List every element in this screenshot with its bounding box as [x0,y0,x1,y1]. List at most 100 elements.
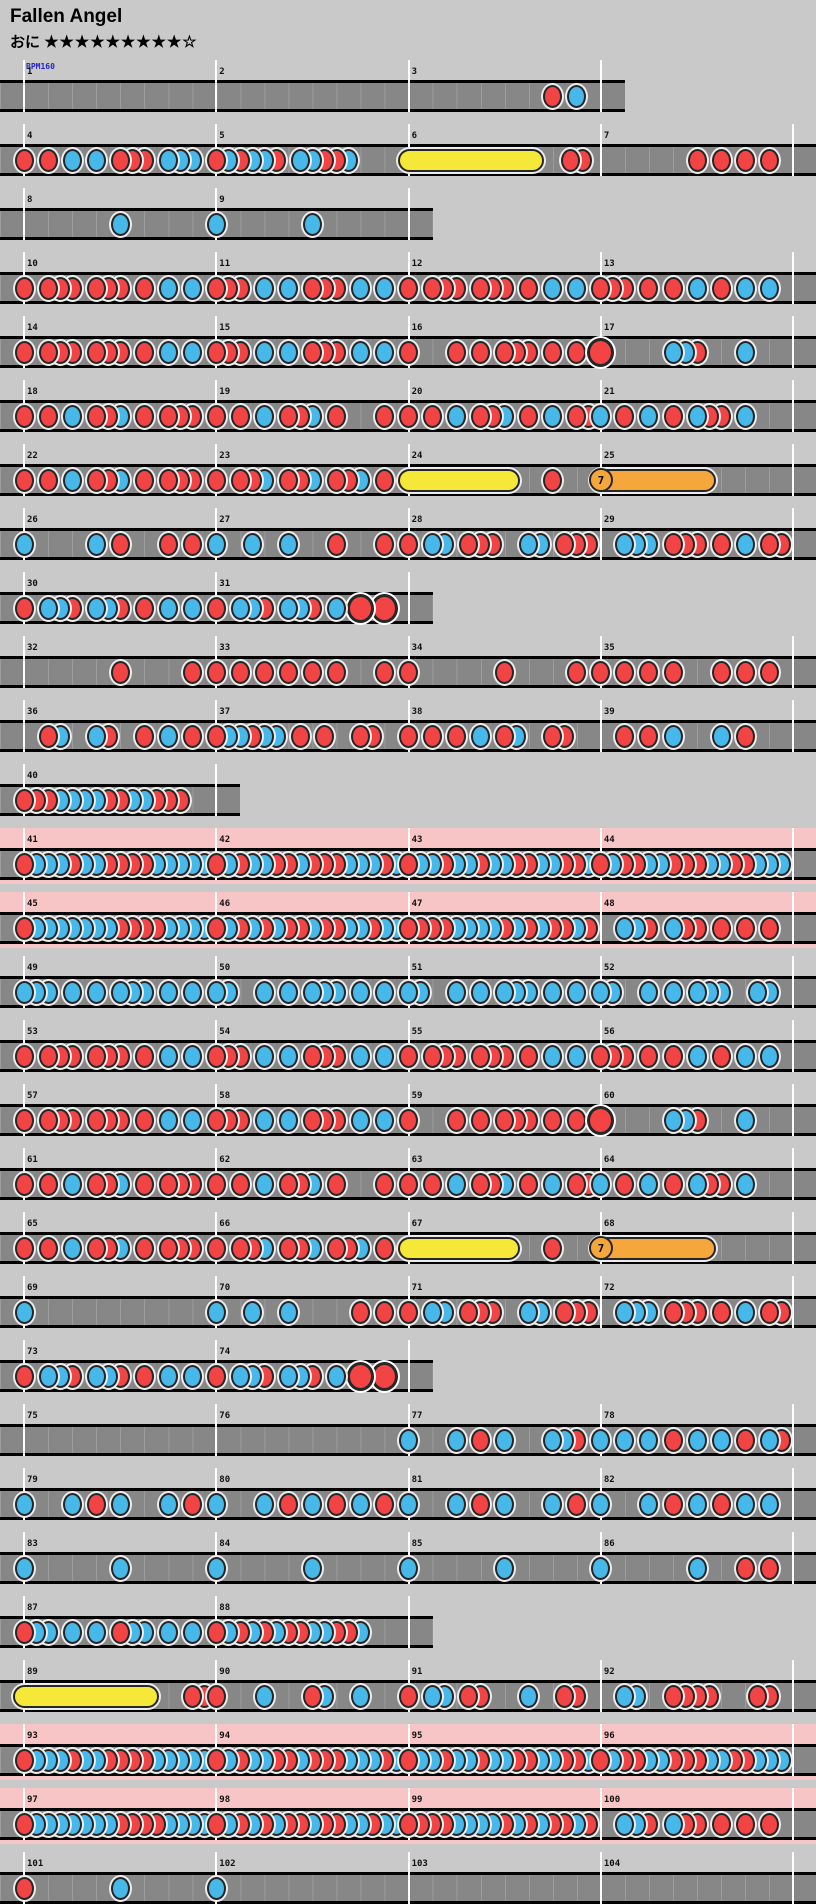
measure-number: 44 [603,835,615,845]
measure-number: 50 [219,963,231,973]
measure-number: 86 [603,1539,615,1549]
don-note [278,660,298,684]
measure-number: 49 [27,963,38,973]
don-note [495,340,515,364]
ka-note [62,404,82,428]
ka-note [519,1300,539,1324]
drumroll-note [13,1684,160,1708]
ka-note [663,724,683,748]
ka-note [351,1108,371,1132]
don-note [230,660,250,684]
don-note [182,1684,202,1708]
don-note [567,340,587,364]
don-note [423,404,443,428]
don-note [182,724,202,748]
drumroll-note [397,148,544,172]
ka-note [182,276,202,300]
don-note [567,1108,587,1132]
don-note [302,340,322,364]
ka-note [591,1428,611,1452]
don-note [735,1428,755,1452]
big-don-note [347,593,375,623]
measure-number: 101 [27,1859,44,1869]
don-note [278,1236,298,1260]
don-note [759,1300,779,1324]
bpm-label: BPM160 [26,62,55,71]
don-note [639,660,659,684]
measure-number: 29 [603,515,615,525]
don-note [206,1684,226,1708]
measure-number: 28 [411,515,423,525]
ka-note [615,916,635,940]
ka-note [615,1428,635,1452]
don-note [182,1492,202,1516]
measure-line [792,1020,795,1072]
measure-number: 100 [603,1795,621,1805]
ka-note [182,1620,202,1644]
don-note [14,852,34,876]
don-note [591,1044,611,1068]
ka-note [543,1428,563,1452]
measure-line [792,700,795,752]
don-note [735,916,755,940]
measure-number: 41 [27,835,38,845]
ka-note [687,1428,707,1452]
ka-note [206,1556,226,1580]
ka-note [399,1556,419,1580]
don-note [543,340,563,364]
don-note [326,1492,346,1516]
ka-note [86,1620,106,1644]
drumroll-note [397,468,520,492]
measure-number: 90 [219,1667,231,1677]
don-note [471,1428,491,1452]
ka-note [182,596,202,620]
don-note [399,1812,419,1836]
ka-note [14,1556,34,1580]
measure-number: 10 [27,259,38,269]
ka-note [158,1364,178,1388]
don-note [447,1108,467,1132]
don-note [134,724,154,748]
measure-number: 30 [27,579,38,589]
measure-line [792,380,795,432]
measure-line [599,124,602,176]
don-note [158,532,178,556]
don-note [86,1492,106,1516]
don-note [561,148,581,172]
ka-note [495,1556,515,1580]
ka-note [62,1172,82,1196]
don-note [711,1044,731,1068]
don-note [399,724,419,748]
don-note [519,1172,539,1196]
balloon-count: 7 [588,1236,613,1260]
ka-note [567,1044,587,1068]
big-don-note [587,1105,615,1135]
ka-note [447,404,467,428]
measure-number: 42 [219,835,231,845]
ka-note [182,1364,202,1388]
measure-number: 92 [603,1667,615,1677]
ka-note [351,1492,371,1516]
measure-line [215,1404,218,1456]
ka-note [254,340,274,364]
measure-number: 52 [603,963,615,973]
don-note [459,532,479,556]
ka-note [687,980,707,1004]
ka-note [591,404,611,428]
ka-note [519,1684,539,1708]
don-note [399,1748,419,1772]
measure-line [407,188,410,240]
ka-note [182,1108,202,1132]
ka-note [206,980,226,1004]
ka-note [567,980,587,1004]
don-note [447,724,467,748]
measure-number: 103 [411,1859,428,1869]
measure-number: 76 [219,1411,231,1421]
measure-number: 54 [219,1027,231,1037]
don-note [14,276,34,300]
don-note [375,1236,395,1260]
ka-note [375,1044,395,1068]
ka-note [663,916,683,940]
don-note [663,1300,683,1324]
don-note [399,1172,419,1196]
